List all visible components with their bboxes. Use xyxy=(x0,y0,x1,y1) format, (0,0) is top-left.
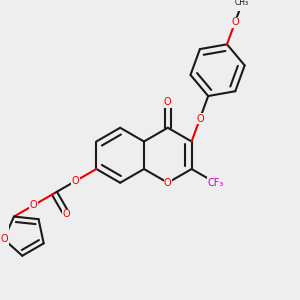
Text: CH₃: CH₃ xyxy=(235,0,249,8)
Text: O: O xyxy=(72,176,79,186)
Text: O: O xyxy=(196,114,204,124)
Text: O: O xyxy=(30,200,37,210)
Text: O: O xyxy=(0,234,8,244)
Text: O: O xyxy=(164,178,172,188)
Text: CF₃: CF₃ xyxy=(207,178,224,188)
Text: O: O xyxy=(63,209,70,219)
Text: O: O xyxy=(164,98,172,107)
Text: O: O xyxy=(231,17,239,27)
